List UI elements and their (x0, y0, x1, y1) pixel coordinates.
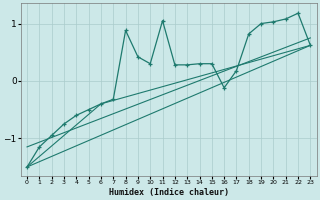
X-axis label: Humidex (Indice chaleur): Humidex (Indice chaleur) (109, 188, 229, 197)
